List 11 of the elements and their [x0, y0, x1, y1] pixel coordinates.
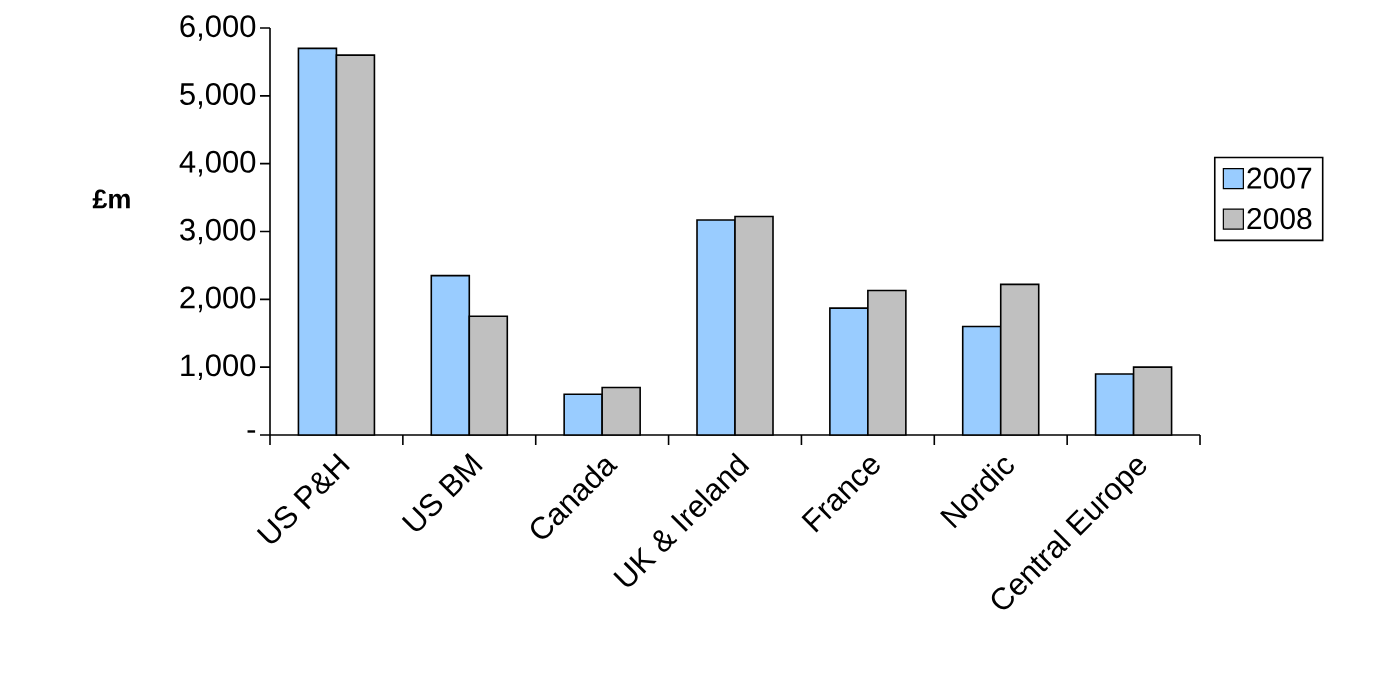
y-tick-label: 6,000 [180, 15, 256, 41]
y-tick-label: 5,000 [180, 83, 256, 109]
y-tick-label: - [247, 430, 256, 433]
legend-label: 2007 [1247, 167, 1312, 189]
y-tick-label: 1,000 [181, 354, 256, 380]
y-tick-label: 3,000 [180, 218, 256, 245]
legend-label: 2008 [1247, 207, 1312, 230]
y-tick-label: 4,000 [179, 150, 256, 177]
x-tick-label: US BM [401, 452, 483, 532]
y-axis-title: £m [92, 189, 130, 209]
y-tick-label: 2,000 [180, 286, 256, 313]
